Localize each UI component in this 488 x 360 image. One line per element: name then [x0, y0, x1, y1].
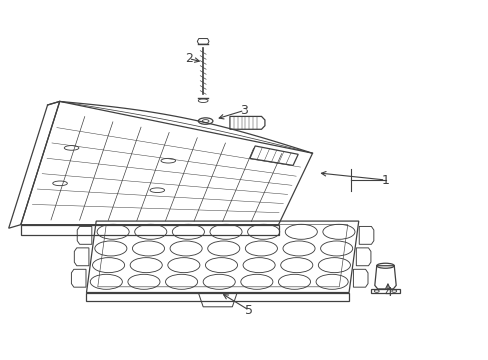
Text: 2: 2 — [184, 52, 192, 65]
Text: 5: 5 — [245, 304, 253, 317]
Text: 1: 1 — [381, 174, 388, 186]
Text: 3: 3 — [240, 104, 248, 117]
Text: 4: 4 — [383, 286, 391, 299]
